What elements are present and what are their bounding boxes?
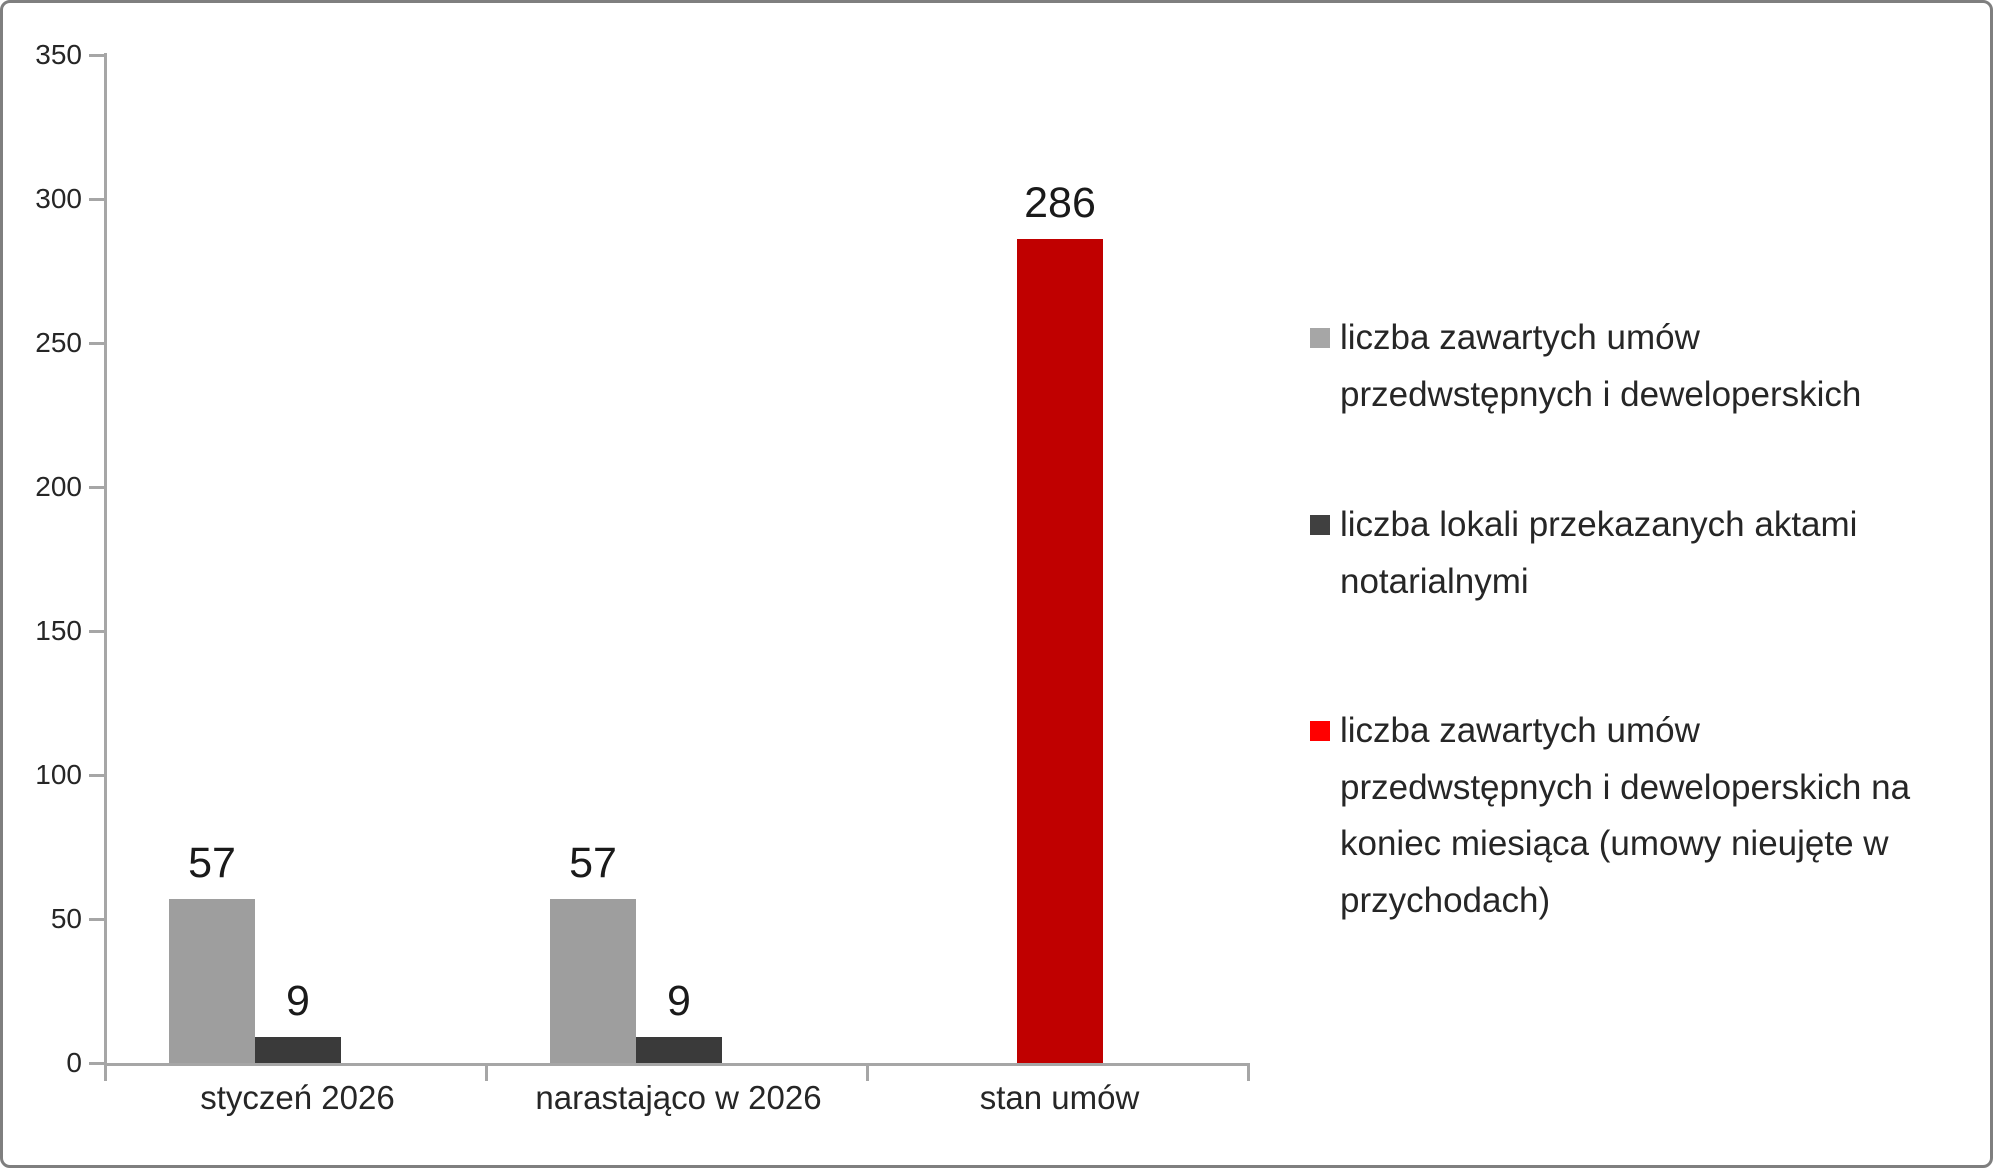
y-tick-label: 250 (35, 327, 82, 358)
y-tick-mark (89, 198, 104, 201)
bar-dark (636, 1037, 722, 1063)
y-tick-label: 200 (35, 471, 82, 502)
bar-red (1017, 239, 1103, 1063)
bar-value-label: 9 (667, 977, 691, 1025)
legend-item: liczba lokali przekazanych aktami notaria… (1310, 497, 1962, 610)
x-category-label: stan umów (979, 1079, 1140, 1116)
legend-item: liczba zawartych umów przedwstępnych i de… (1310, 703, 1962, 930)
legend-swatch-icon (1310, 721, 1330, 741)
y-tick-mark (89, 1062, 104, 1065)
y-tick-mark (89, 54, 104, 57)
y-tick-mark (89, 342, 104, 345)
bar-value-label: 9 (286, 977, 310, 1025)
x-axis-line (104, 1063, 1250, 1066)
legend-item: liczba zawartych umów przedwstępnych i de… (1310, 310, 1962, 423)
y-tick-label: 0 (66, 1047, 82, 1078)
y-tick-label: 150 (35, 615, 82, 646)
legend-label: liczba zawartych umów przedwstępnych i de… (1340, 711, 1911, 921)
bar-gray (169, 899, 255, 1063)
legend-label: liczba lokali przekazanych aktami notaria… (1340, 505, 1858, 601)
bar-value-label: 57 (569, 839, 617, 887)
y-tick-mark (89, 774, 104, 777)
y-tick-label: 350 (35, 39, 82, 70)
bar-value-label: 286 (1024, 179, 1096, 227)
y-axis-line (104, 53, 107, 1066)
bar-value-label: 57 (188, 839, 236, 887)
legend-swatch-icon (1310, 328, 1330, 348)
y-tick-mark (89, 486, 104, 489)
x-tick-mark (104, 1066, 107, 1081)
y-tick-mark (89, 630, 104, 633)
x-category-label: styczeń 2026 (200, 1079, 395, 1116)
bar-gray (550, 899, 636, 1063)
x-tick-mark (866, 1066, 869, 1081)
bar-dark (255, 1037, 341, 1063)
y-tick-label: 100 (35, 759, 82, 790)
y-tick-mark (89, 918, 104, 921)
legend-swatch-icon (1310, 515, 1330, 535)
x-tick-mark (1247, 1066, 1250, 1081)
x-category-label: narastająco w 2026 (535, 1079, 822, 1116)
legend-label: liczba zawartych umów przedwstępnych i de… (1340, 318, 1862, 414)
y-tick-label: 300 (35, 183, 82, 214)
y-tick-label: 50 (50, 903, 82, 934)
x-tick-mark (485, 1066, 488, 1081)
